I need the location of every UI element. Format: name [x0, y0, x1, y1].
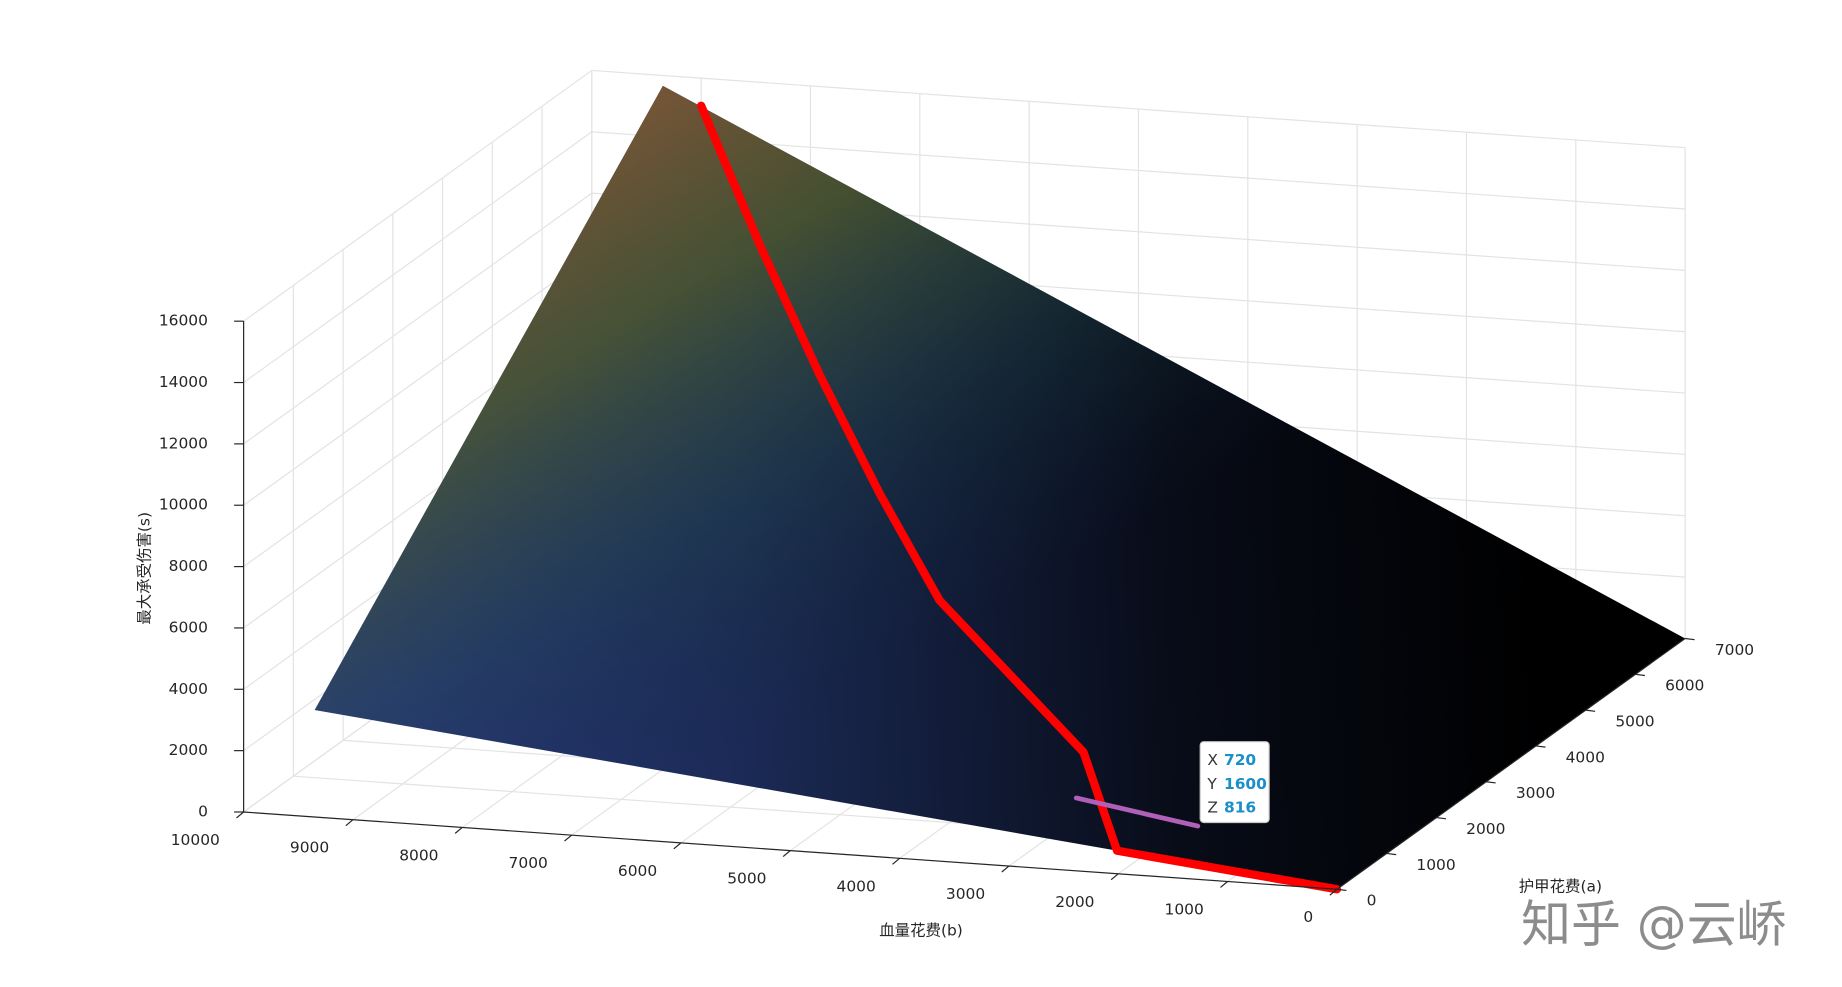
datatip-label: X [1207, 751, 1218, 769]
z-tick-label: 4000 [169, 680, 208, 698]
y-tick [564, 834, 572, 842]
surface-layer [314, 85, 1686, 890]
line [696, 101, 1342, 894]
y-tick [673, 842, 682, 850]
x-tick [1585, 709, 1596, 712]
x-tick-label: 6000 [1665, 677, 1704, 695]
grid-line [591, 131, 1686, 210]
y-tick-label: 1000 [1165, 901, 1204, 919]
y-tick [782, 850, 791, 858]
y-tick [345, 819, 354, 827]
y-tick-label: 5000 [727, 870, 766, 888]
x-axis-label: 护甲花费(a) [1519, 877, 1602, 895]
x-tick [1535, 745, 1546, 748]
y-tick-label: 7000 [509, 854, 548, 872]
x-tick-label: 1000 [1416, 856, 1455, 874]
x-tick [1336, 888, 1347, 892]
z-tick-label: 10000 [159, 496, 208, 514]
z-axis-label: 最大承受伤害(s) [135, 512, 153, 625]
z-tick-label: 14000 [159, 373, 208, 391]
z-tick-label: 2000 [169, 741, 208, 759]
y-tick-label: 8000 [399, 846, 438, 864]
datatip-label: Y [1206, 775, 1217, 793]
datatip-box [1199, 741, 1270, 824]
grid-line [243, 192, 593, 445]
x-tick-label: 4000 [1566, 748, 1605, 766]
x-tick-label: 2000 [1466, 820, 1505, 838]
y-tick-label: 0 [1303, 908, 1313, 926]
y-tick-label: 2000 [1055, 893, 1094, 911]
z-tick-label: 16000 [159, 312, 208, 330]
datatip-value: 1600 [1224, 775, 1267, 793]
y-tick [892, 857, 900, 865]
x-tick [1386, 852, 1397, 856]
y-tick-label: 3000 [946, 885, 985, 903]
z-tick-label: 0 [198, 802, 208, 820]
z-tick-label: 6000 [169, 618, 208, 636]
z-tick-label: 8000 [169, 557, 208, 575]
x-tick-label: 3000 [1516, 784, 1555, 802]
y-tick-label: 4000 [837, 877, 876, 895]
y-tick [1110, 873, 1119, 881]
grid-line [591, 69, 1686, 149]
x-tick-label: 7000 [1715, 641, 1754, 659]
x-tick [1436, 817, 1447, 820]
y-tick-label: 9000 [290, 839, 329, 857]
y-tick [454, 826, 463, 834]
line-layer: X 720 Y 1600 Z 816 [696, 101, 1342, 894]
y-tick [236, 811, 244, 819]
x-tick [1486, 781, 1496, 784]
grid-line [243, 254, 593, 506]
line [1073, 795, 1201, 829]
x-tick [1635, 673, 1645, 677]
watermark: 知乎 @云峤 [1521, 896, 1786, 954]
x-tick [1685, 637, 1695, 641]
y-tick-label: 10000 [171, 831, 220, 849]
datatip: X 720 Y 1600 Z 816 [1199, 741, 1270, 824]
axis-layer: 0 1000 2000 3000 4000 5000 6000 7000 0 1000 2000 30… [159, 312, 1754, 927]
datatip-value: 816 [1224, 799, 1256, 817]
surface-shade [314, 85, 1686, 890]
y-axis-label: 血量花费(b) [879, 921, 963, 939]
grid-line [243, 131, 593, 384]
x-axis-line [1336, 638, 1686, 890]
datatip-value: 720 [1224, 751, 1256, 769]
y-tick-label: 6000 [618, 862, 657, 880]
x-tick-label: 5000 [1615, 713, 1654, 731]
x-tick-label: 0 [1367, 892, 1377, 910]
datatip-label: Z [1207, 799, 1218, 817]
y-tick [1220, 881, 1228, 888]
y-tick [1001, 865, 1010, 873]
y-tick [1329, 888, 1338, 896]
grid-line [243, 69, 593, 322]
z-tick-label: 12000 [159, 434, 208, 452]
